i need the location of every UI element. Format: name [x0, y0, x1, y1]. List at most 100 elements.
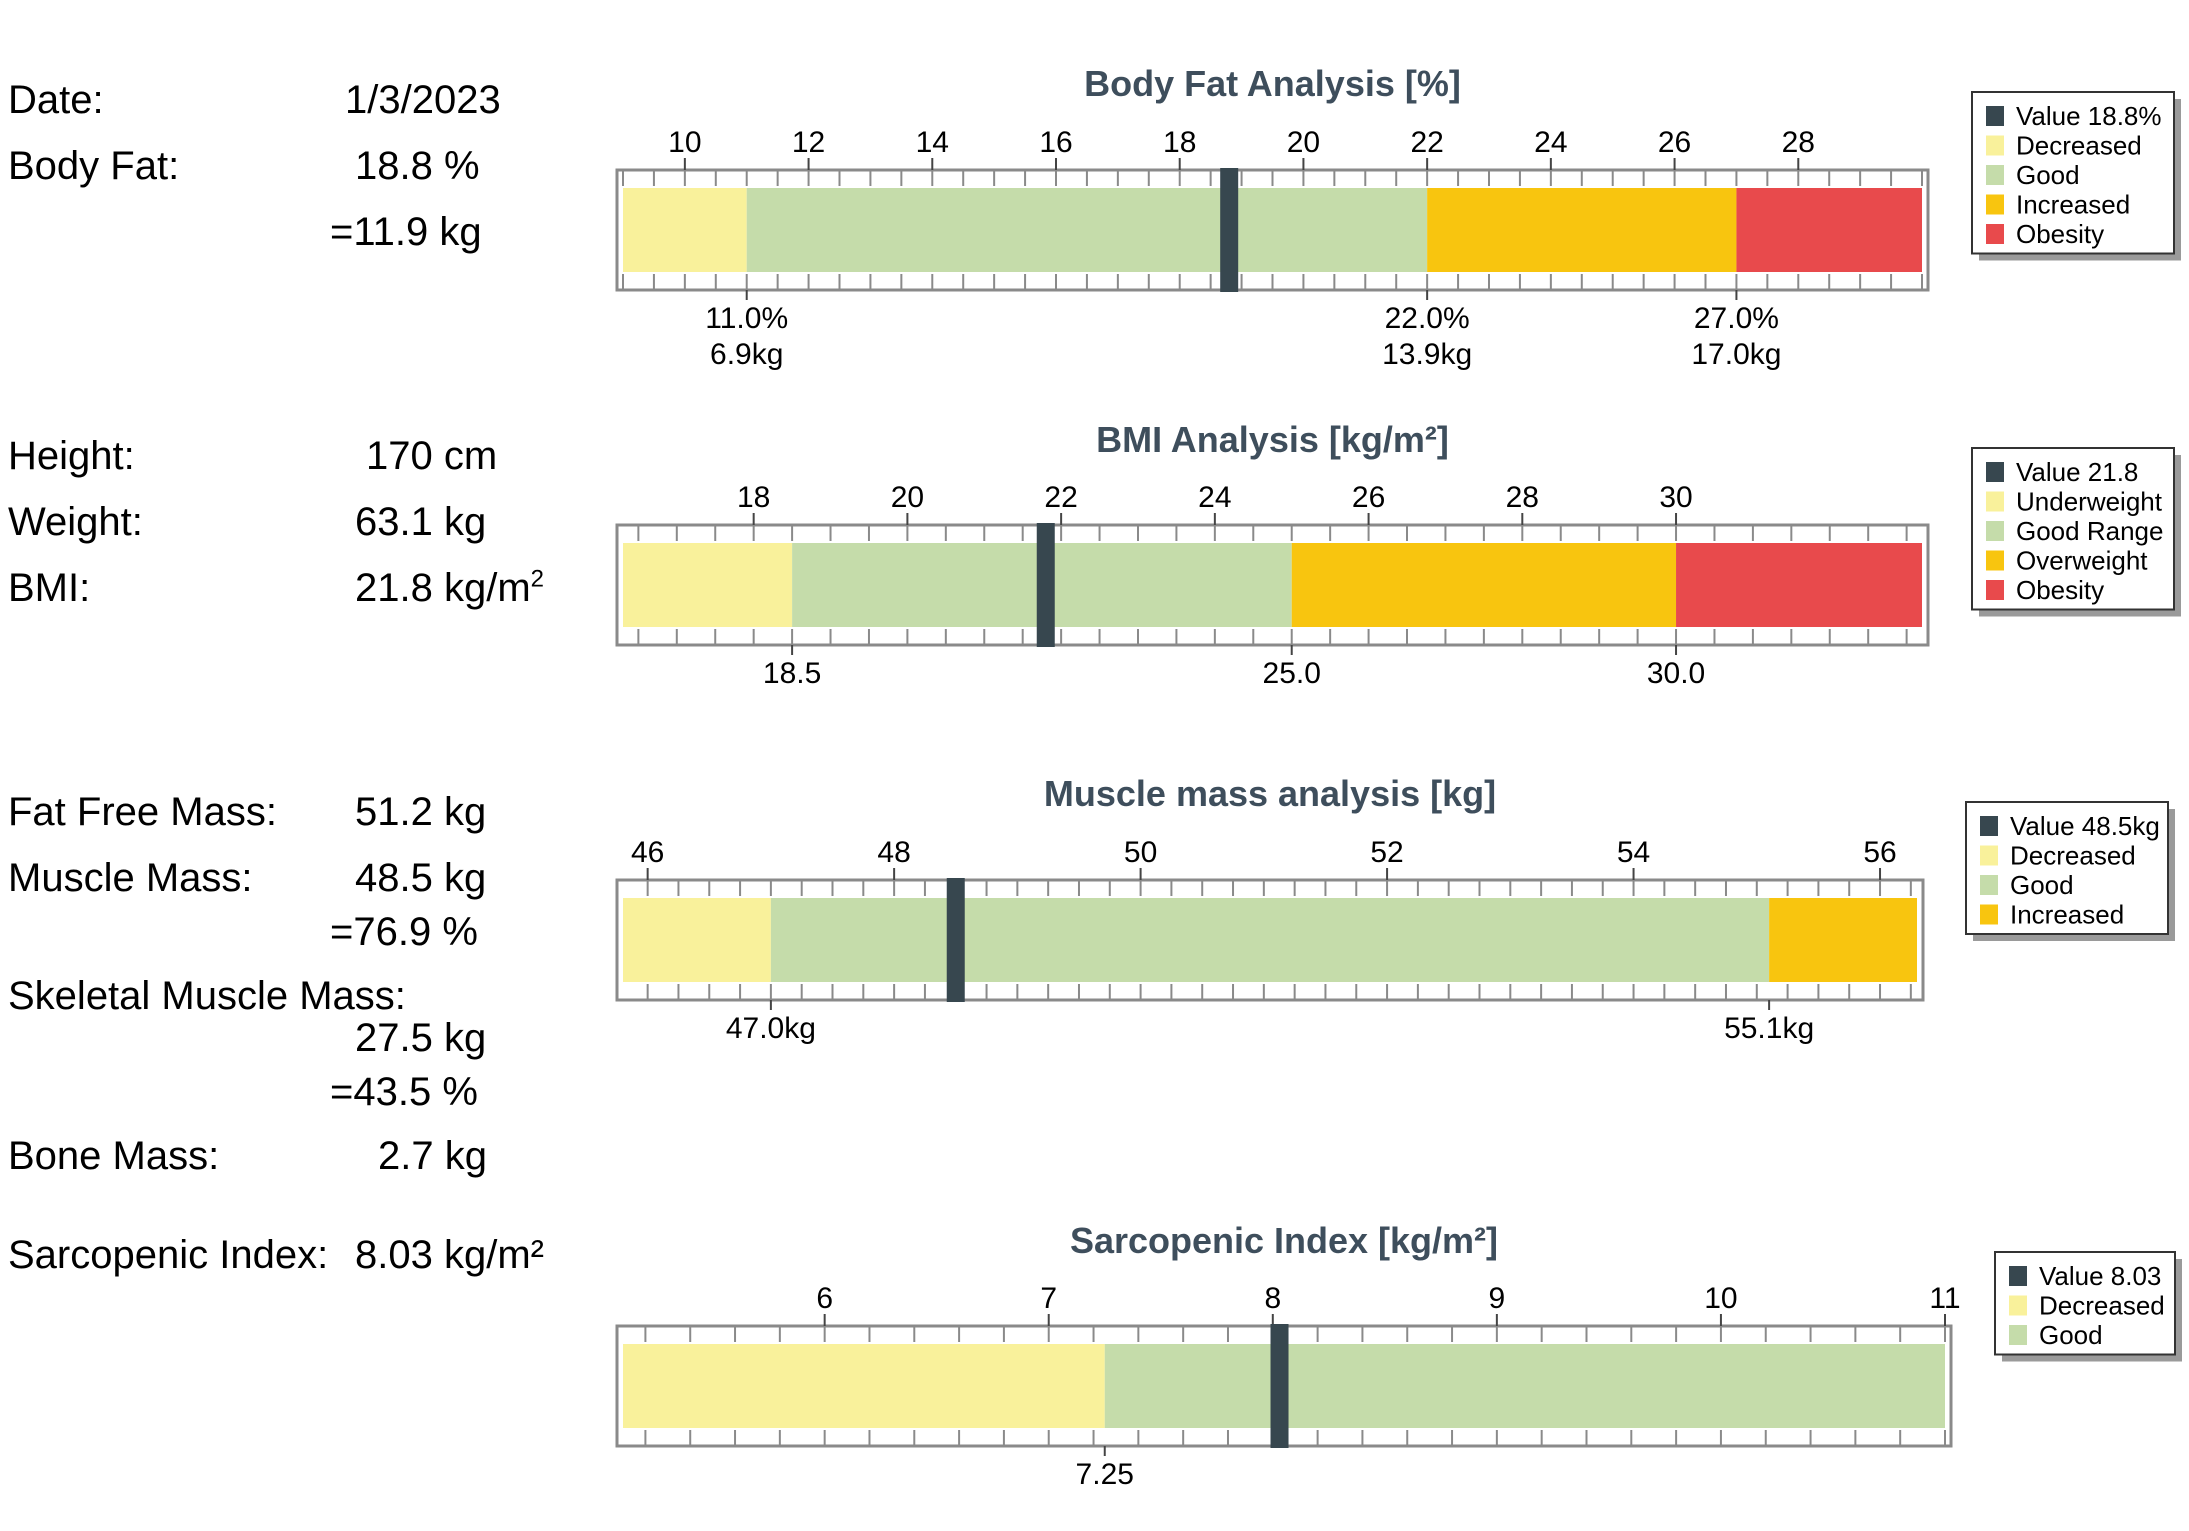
- threshold-label: 7.25: [1076, 1458, 1134, 1491]
- range-band-orange: [1291, 543, 1677, 627]
- tick-label: 22: [1044, 481, 1077, 514]
- date-value: 1/3/2023: [345, 78, 501, 122]
- legend-swatch: [1986, 106, 2004, 126]
- muscle-mass-label: Muscle Mass:: [8, 856, 253, 900]
- legend-entry-label: Decreased: [2016, 131, 2142, 161]
- tick-label: 7: [1040, 1282, 1057, 1315]
- skeletal-muscle-mass-value: 27.5 kg: [355, 1016, 487, 1060]
- sarcopenic-index-value: 8.03 kg/m²: [355, 1233, 544, 1277]
- tick-label: 50: [1124, 836, 1157, 869]
- weight-label: Weight:: [8, 500, 143, 544]
- legend-swatch: [1980, 875, 1998, 895]
- tick-label: 20: [1287, 126, 1320, 159]
- threshold-label: 30.0: [1647, 657, 1705, 690]
- tick-label: 18: [1163, 126, 1196, 159]
- legend-swatch: [2009, 1325, 2027, 1345]
- legend-entry-label: Value 48.5kg: [2010, 811, 2160, 841]
- range-band-orange: [1427, 188, 1737, 272]
- threshold-label: 47.0kg: [726, 1012, 816, 1045]
- tick-label: 56: [1863, 836, 1896, 869]
- tick-label: 14: [916, 126, 949, 159]
- legend-entry-label: Obesity: [2016, 575, 2104, 605]
- legend-swatch: [1986, 462, 2004, 482]
- threshold-label: 27.0%: [1694, 302, 1779, 335]
- legend-swatch: [1980, 904, 1998, 925]
- body-fat-label: Body Fat:: [8, 144, 180, 188]
- chart-1: Body Fat Analysis [%] 10 12 14 16 18 20 22 24 26 2…: [615, 63, 2181, 371]
- tick-label: 12: [792, 126, 825, 159]
- tick-label: 11: [1929, 1282, 1960, 1315]
- height-value: 170 cm: [366, 434, 498, 478]
- stats-panel: Date: 1/3/2023 Body Fat: 18.8 % =11.9 kg…: [0, 0, 600, 1531]
- legend-entry-label: Good: [2016, 160, 2080, 190]
- chart-title: BMI Analysis [kg/m²]: [1096, 419, 1449, 460]
- range-band-yellow: [623, 188, 747, 272]
- bmi-value: 21.8 kg/m2: [355, 566, 544, 611]
- threshold-label: 17.0kg: [1691, 338, 1781, 371]
- threshold-label: 22.0%: [1385, 302, 1470, 335]
- range-band-yellow: [623, 1344, 1105, 1428]
- value-marker: [1220, 168, 1239, 292]
- date-label: Date:: [8, 78, 104, 122]
- legend-swatch: [1980, 845, 1998, 866]
- range-band-red: [1736, 188, 1922, 272]
- legend-entry-label: Value 8.03: [2039, 1261, 2161, 1291]
- legend-box: [1965, 801, 2169, 935]
- fat-free-mass-value: 51.2 kg: [355, 790, 487, 834]
- fat-free-mass-label: Fat Free Mass:: [8, 790, 277, 834]
- bone-mass-value: 2.7 kg: [378, 1134, 487, 1178]
- legend-entry-label: Underweight: [2016, 487, 2163, 517]
- body-fat-value: 18.8 %: [355, 144, 480, 188]
- legend-swatch: [1986, 580, 2004, 600]
- range-band-yellow: [623, 543, 793, 627]
- weight-value: 63.1 kg: [355, 500, 487, 544]
- value-marker: [1270, 1324, 1289, 1448]
- bmi-value-text: 21.8 kg/m: [355, 566, 531, 610]
- tick-label: 48: [877, 836, 910, 869]
- bmi-label: BMI:: [8, 566, 91, 610]
- legend-swatch: [2009, 1266, 2027, 1286]
- bmi-unit-exponent: 2: [530, 565, 545, 593]
- legend-entry-label: Value 21.8: [2016, 457, 2138, 487]
- tick-label: 8: [1264, 1282, 1281, 1315]
- tick-label: 18: [737, 481, 770, 514]
- legend-entry-label: Increased: [2016, 190, 2130, 220]
- range-band-red: [1676, 543, 1922, 627]
- height-label: Height:: [8, 434, 135, 478]
- legend-box: [1971, 91, 2175, 255]
- threshold-label: 6.9kg: [710, 338, 783, 371]
- tick-label: 26: [1658, 126, 1691, 159]
- legend-entry-label: Overweight: [2016, 546, 2148, 576]
- range-band-green: [770, 898, 1770, 982]
- range-band-green: [746, 188, 1428, 272]
- chart-title: Sarcopenic Index [kg/m²]: [1070, 1220, 1498, 1261]
- legend-entry-label: Increased: [2010, 900, 2124, 930]
- chart-3: Muscle mass analysis [kg] 46 48 50 52 54 56 47.…: [615, 773, 2175, 1045]
- tick-label: 24: [1198, 481, 1231, 514]
- range-band-yellow: [623, 898, 771, 982]
- tick-label: 6: [816, 1282, 833, 1315]
- body-fat-kg-value: =11.9 kg: [330, 210, 482, 254]
- legend-box: [1971, 447, 2175, 611]
- chart-title: Muscle mass analysis [kg]: [1044, 773, 1496, 814]
- tick-label: 10: [668, 126, 701, 159]
- chart-title: Body Fat Analysis [%]: [1084, 63, 1461, 104]
- tick-label: 9: [1489, 1282, 1506, 1315]
- tick-label: 28: [1782, 126, 1815, 159]
- legend-entry-label: Value 18.8%: [2016, 101, 2162, 131]
- tick-label: 30: [1659, 481, 1692, 514]
- tick-label: 20: [891, 481, 924, 514]
- range-band-orange: [1769, 898, 1917, 982]
- threshold-label: 18.5: [763, 657, 821, 690]
- tick-label: 46: [631, 836, 664, 869]
- tick-label: 16: [1039, 126, 1072, 159]
- legend-entry-label: Decreased: [2010, 841, 2136, 871]
- legend-entry-label: Decreased: [2039, 1291, 2165, 1321]
- muscle-mass-pct-value: =76.9 %: [330, 910, 478, 954]
- tick-label: 10: [1704, 1282, 1737, 1315]
- skeletal-muscle-mass-pct-value: =43.5 %: [330, 1070, 478, 1114]
- tick-label: 22: [1410, 126, 1443, 159]
- tick-label: 52: [1370, 836, 1403, 869]
- legend-entry-label: Good: [2010, 870, 2074, 900]
- muscle-mass-value: 48.5 kg: [355, 856, 487, 900]
